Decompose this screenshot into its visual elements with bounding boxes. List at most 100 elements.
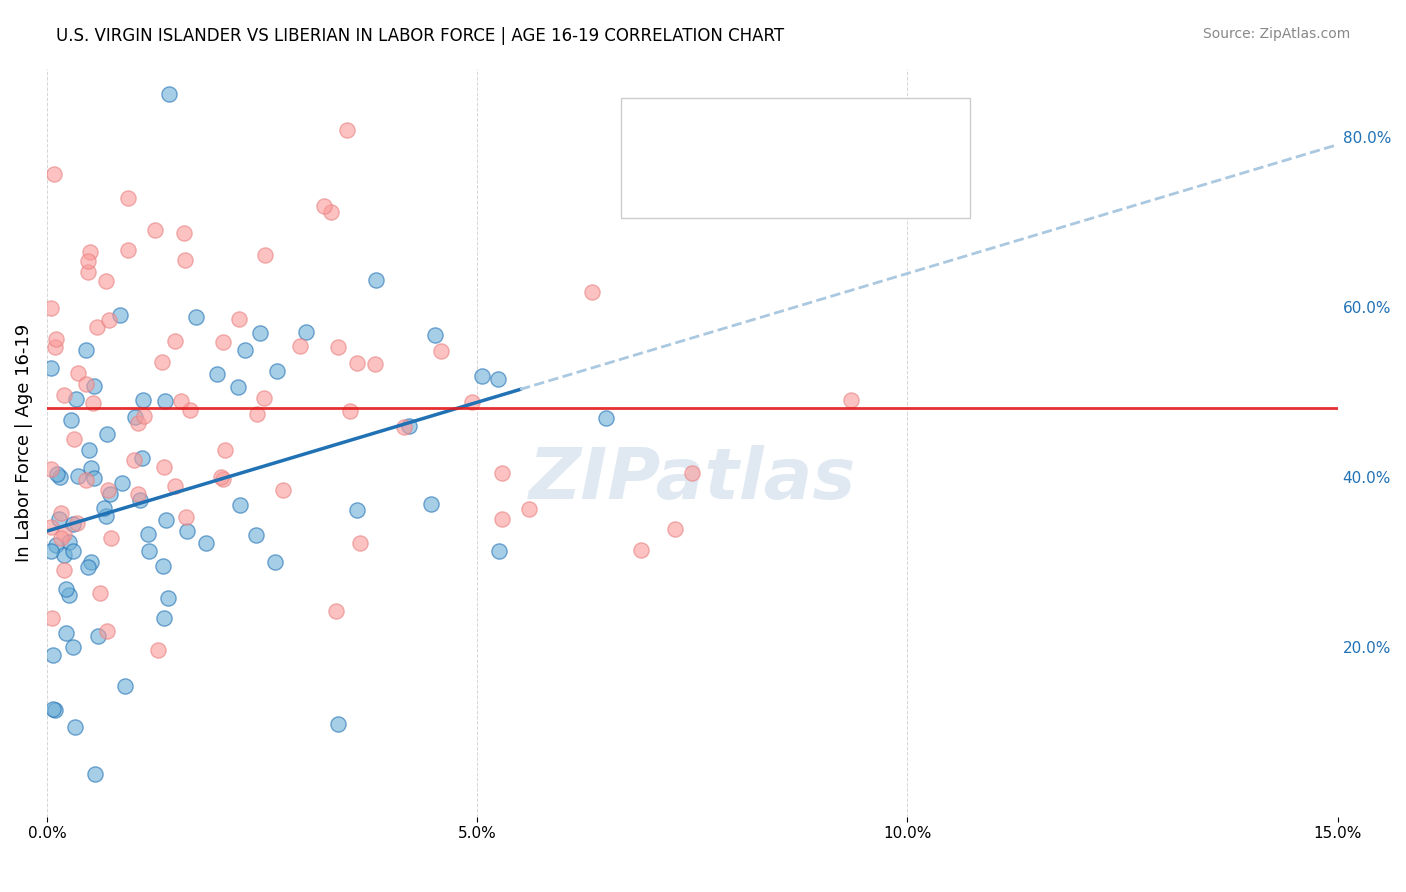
U.S. Virgin Islanders [326,717,349,731]
Text: U.S. VIRGIN ISLANDER VS LIBERIAN IN LABOR FORCE | AGE 16-19 CORRELATION CHART: U.S. VIRGIN ISLANDER VS LIBERIAN IN LABO… [56,27,785,45]
Liberians [228,312,250,326]
U.S. Virgin Islanders [62,516,84,531]
Liberians [44,332,66,346]
Legend: R =   0.184   N = 71, R = -0.009   N = 75: R = 0.184 N = 71, R = -0.009 N = 75 [644,101,910,173]
Liberians [52,388,75,402]
Text: Source: ZipAtlas.com: Source: ZipAtlas.com [1202,27,1350,41]
Liberians [209,469,232,483]
U.S. Virgin Islanders [263,555,285,569]
Liberians [117,191,139,205]
U.S. Virgin Islanders [80,461,103,475]
U.S. Virgin Islanders [205,367,228,381]
Liberians [461,394,484,409]
U.S. Virgin Islanders [249,326,271,340]
U.S. Virgin Islanders [58,534,80,549]
Liberians [364,357,387,371]
Liberians [77,253,100,268]
Liberians [75,473,97,487]
U.S. Virgin Islanders [41,544,63,558]
U.S. Virgin Islanders [48,512,70,526]
Liberians [314,199,336,213]
Liberians [117,243,139,257]
Liberians [491,512,513,526]
Liberians [339,404,361,418]
U.S. Virgin Islanders [132,393,155,408]
Liberians [82,395,104,409]
U.S. Virgin Islanders [94,509,117,524]
U.S. Virgin Islanders [45,467,67,481]
U.S. Virgin Islanders [66,468,89,483]
U.S. Virgin Islanders [138,544,160,558]
Liberians [62,432,84,446]
U.S. Virgin Islanders [62,544,84,558]
Liberians [288,339,311,353]
Liberians [174,252,197,267]
Liberians [328,340,350,354]
U.S. Virgin Islanders [65,392,87,406]
U.S. Virgin Islanders [55,582,77,596]
U.S. Virgin Islanders [52,549,75,563]
U.S. Virgin Islanders [295,325,318,339]
U.S. Virgin Islanders [194,535,217,549]
U.S. Virgin Islanders [76,559,98,574]
Liberians [173,226,195,240]
U.S. Virgin Islanders [86,629,108,643]
Liberians [839,392,862,407]
U.S. Virgin Islanders [471,369,494,384]
U.S. Virgin Islanders [62,640,84,654]
Liberians [150,355,173,369]
Liberians [581,285,603,299]
Liberians [67,366,90,380]
U.S. Virgin Islanders [45,537,67,551]
U.S. Virgin Islanders [488,544,510,558]
U.S. Virgin Islanders [114,679,136,693]
Liberians [44,167,66,181]
U.S. Virgin Islanders [419,497,441,511]
U.S. Virgin Islanders [63,720,86,734]
Liberians [664,522,686,536]
U.S. Virgin Islanders [153,611,176,625]
Liberians [76,265,98,279]
U.S. Virgin Islanders [124,410,146,425]
U.S. Virgin Islanders [83,471,105,485]
Liberians [163,334,186,348]
Liberians [39,462,62,476]
U.S. Virgin Islanders [346,502,368,516]
Liberians [127,416,149,430]
Liberians [254,248,277,262]
FancyBboxPatch shape [621,98,970,219]
U.S. Virgin Islanders [84,767,107,781]
Liberians [39,301,62,315]
U.S. Virgin Islanders [108,308,131,322]
U.S. Virgin Islanders [129,492,152,507]
U.S. Virgin Islanders [153,394,176,409]
Liberians [79,244,101,259]
U.S. Virgin Islanders [58,588,80,602]
U.S. Virgin Islanders [42,648,65,662]
U.S. Virgin Islanders [49,469,72,483]
U.S. Virgin Islanders [364,273,387,287]
Liberians [349,535,371,549]
U.S. Virgin Islanders [44,703,66,717]
Y-axis label: In Labor Force | Age 16-19: In Labor Force | Age 16-19 [15,324,32,562]
U.S. Virgin Islanders [80,555,103,569]
U.S. Virgin Islanders [42,701,65,715]
Liberians [163,479,186,493]
Liberians [49,506,72,520]
U.S. Virgin Islanders [228,498,250,512]
Liberians [39,520,62,534]
Liberians [681,466,703,480]
U.S. Virgin Islanders [398,418,420,433]
Liberians [41,611,63,625]
Liberians [86,319,108,334]
U.S. Virgin Islanders [152,559,174,574]
U.S. Virgin Islanders [111,476,134,491]
Liberians [44,340,66,354]
Liberians [319,205,342,219]
Liberians [394,420,416,434]
U.S. Virgin Islanders [55,626,77,640]
U.S. Virgin Islanders [425,328,447,343]
U.S. Virgin Islanders [226,379,249,393]
Liberians [134,409,156,424]
Liberians [75,377,97,392]
